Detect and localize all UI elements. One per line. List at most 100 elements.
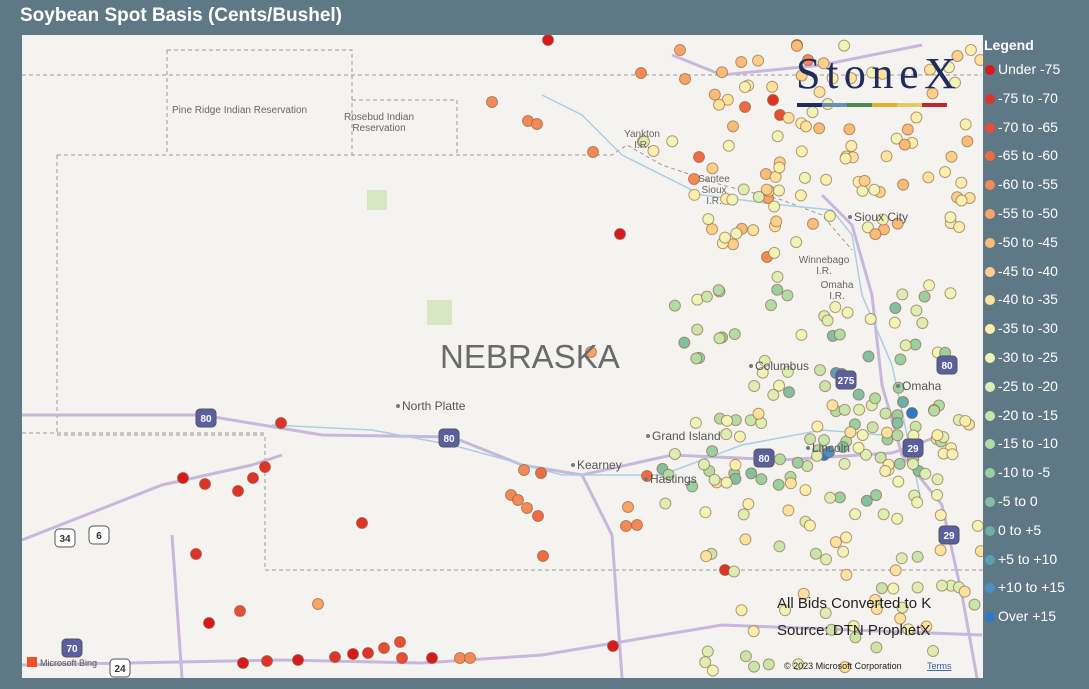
- site-marker: [849, 631, 862, 644]
- site-marker: [772, 478, 785, 491]
- site-marker: [678, 336, 691, 349]
- legend-item: -25 to -20: [985, 378, 1058, 394]
- site-marker: [396, 652, 408, 664]
- site-marker: [944, 287, 957, 300]
- site-marker: [826, 72, 839, 85]
- highway-shield: [54, 528, 76, 548]
- site-marker: [668, 447, 681, 460]
- site-marker: [190, 548, 202, 560]
- place-dot: [749, 364, 753, 368]
- site-marker: [790, 39, 803, 52]
- legend-label: +10 to +15: [998, 579, 1065, 596]
- site-marker: [702, 213, 715, 226]
- site-marker: [779, 604, 792, 617]
- site-marker: [647, 144, 660, 157]
- site-marker: [735, 55, 748, 68]
- site-marker: [689, 416, 702, 429]
- site-marker: [806, 106, 819, 119]
- legend-label: -25 to -20: [998, 377, 1058, 394]
- site-marker: [362, 647, 374, 659]
- site-marker: [813, 85, 826, 98]
- site-marker: [821, 314, 834, 327]
- legend-swatch: [985, 353, 995, 363]
- legend-item: -15 to -10: [985, 435, 1058, 451]
- site-marker: [920, 620, 933, 633]
- site-marker: [771, 270, 784, 283]
- legend-label: -15 to -10: [998, 435, 1058, 452]
- site-marker: [841, 306, 854, 319]
- area-label: Pine Ridge Indian Reservation: [172, 105, 307, 116]
- legend-swatch: [985, 324, 995, 335]
- site-marker: [934, 544, 947, 557]
- legend-swatch: [985, 583, 995, 594]
- site-marker: [896, 601, 909, 614]
- site-marker: [773, 184, 786, 197]
- site-marker: [768, 200, 781, 213]
- legend-item: Over +15: [985, 608, 1056, 624]
- site-marker: [825, 623, 838, 636]
- legend-swatch: [985, 122, 995, 133]
- site-marker: [869, 228, 882, 241]
- site-marker: [726, 120, 739, 133]
- highway-shield: [936, 355, 958, 375]
- site-marker: [708, 473, 721, 486]
- place-label: Omaha: [902, 379, 942, 393]
- site-marker: [852, 388, 865, 401]
- legend-swatch: [985, 151, 995, 162]
- site-marker: [426, 652, 438, 664]
- area-label: Reservation: [352, 123, 405, 134]
- site-marker: [799, 484, 812, 497]
- site-marker: [861, 221, 874, 234]
- site-marker: [934, 509, 947, 522]
- site-marker: [931, 489, 944, 502]
- site-marker: [733, 430, 746, 443]
- area-label: I.R.: [829, 291, 845, 302]
- site-marker: [790, 236, 803, 249]
- site-marker: [926, 87, 939, 100]
- place-dot: [806, 446, 810, 450]
- site-marker: [531, 118, 543, 130]
- legend-label: Under -75: [998, 61, 1061, 77]
- site-marker: [837, 545, 850, 558]
- site-marker: [755, 473, 768, 486]
- legend-item: 0 to +5: [985, 522, 1041, 538]
- legend-title: Legend: [984, 37, 1034, 53]
- site-marker: [829, 301, 842, 314]
- site-marker: [891, 429, 904, 442]
- site-marker: [889, 564, 902, 577]
- legend-label: +5 to +10: [998, 550, 1058, 567]
- legend-label: -5 to 0: [998, 493, 1038, 509]
- note: All Bids Converted to K: [777, 595, 931, 612]
- site-marker: [893, 457, 906, 470]
- site-marker: [735, 604, 748, 617]
- site-marker: [894, 353, 907, 366]
- site-marker: [887, 582, 900, 595]
- site-marker: [783, 386, 796, 399]
- site-marker: [916, 317, 929, 330]
- site-marker: [891, 512, 904, 525]
- legend-item: -35 to -30: [985, 320, 1058, 336]
- site-marker: [949, 76, 962, 89]
- site-marker: [802, 54, 814, 66]
- site-marker: [781, 365, 794, 378]
- site-marker: [356, 517, 368, 529]
- site-marker: [820, 173, 833, 186]
- highway-shield: [88, 525, 110, 545]
- site-marker: [708, 88, 721, 101]
- place-label: Sioux City: [854, 210, 908, 224]
- terms-link[interactable]: Terms: [927, 661, 952, 671]
- site-marker: [866, 421, 879, 434]
- site-marker: [806, 217, 819, 230]
- site-marker: [824, 491, 837, 504]
- site-marker: [833, 328, 846, 341]
- site-marker: [690, 352, 703, 365]
- site-marker: [891, 217, 904, 230]
- highway-number: 24: [114, 664, 126, 675]
- highway-number: 275: [838, 376, 855, 387]
- place-dot: [896, 384, 900, 388]
- legend-label: -10 to -5: [998, 464, 1051, 481]
- legend-swatch: [985, 209, 995, 219]
- site-marker: [974, 545, 983, 558]
- site-marker: [378, 642, 390, 654]
- site-marker: [394, 636, 406, 648]
